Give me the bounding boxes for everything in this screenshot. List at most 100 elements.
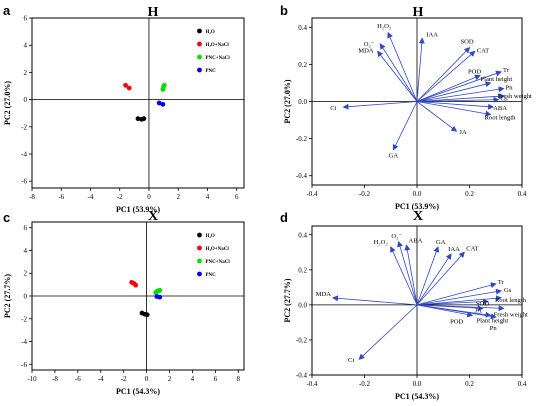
- panel-letter: d: [280, 210, 288, 225]
- panel-b: -0.4 -0.2 0.0 0.2 0.4 -0.4 -0.2 0.0 0.2 0.4 PC1 (5…: [280, 3, 532, 211]
- x-tick-label: -0.2: [359, 190, 371, 198]
- vector-label: Tr: [498, 279, 505, 286]
- data-point: [135, 116, 141, 122]
- vector-label: Gs: [504, 287, 512, 294]
- data-point: [156, 100, 162, 106]
- x-tick-label: 4: [206, 193, 210, 201]
- legend-marker: [197, 54, 202, 60]
- panel-letter: b: [280, 3, 288, 18]
- data-point: [123, 82, 128, 88]
- data-point: [141, 116, 147, 122]
- vector-label: O₂⁻: [391, 233, 402, 240]
- vector-label: Plant height: [481, 76, 513, 83]
- loading-vector: [416, 70, 502, 102]
- x-axis-label: PC1 (54.3%): [395, 392, 439, 401]
- data-point: [144, 312, 150, 318]
- y-tick-label: -6: [21, 361, 27, 369]
- y-tick-label: 2: [24, 69, 28, 77]
- x-tick-label: 0: [147, 193, 151, 201]
- vector-label: H₂O₂: [374, 239, 388, 246]
- loading-vector: [416, 101, 495, 110]
- vector-label: GA: [389, 153, 399, 160]
- legend-marker: [197, 232, 202, 238]
- data-point: [157, 294, 163, 300]
- loading-vector: [416, 298, 489, 306]
- vector-label: Plant height: [477, 317, 509, 324]
- legend-entry: H₂O: [205, 30, 214, 35]
- y-tick-label: 0.4: [298, 231, 307, 239]
- x-tick-label: 0.0: [413, 190, 422, 198]
- legend-marker: [197, 271, 202, 277]
- vector-label: Root length: [495, 297, 527, 304]
- panel-title: X: [148, 209, 158, 224]
- x-tick-label: 6: [235, 193, 239, 201]
- loading-vector: [416, 101, 492, 117]
- vector-label: Fresh weight: [494, 311, 528, 318]
- y-tick-label: 0.0: [298, 98, 307, 106]
- loading-vector: [416, 37, 425, 102]
- x-tick-label: 0.4: [518, 380, 527, 388]
- vector-label: JA: [475, 307, 483, 314]
- y-tick-label: 6: [24, 15, 28, 23]
- vector-label: Ci: [330, 105, 336, 112]
- y-tick-label: -0.2: [296, 336, 308, 344]
- loading-vector: [379, 43, 418, 102]
- panel-letter: a: [3, 3, 11, 18]
- x-axis-label: PC1 (53.9%): [395, 202, 439, 211]
- x-tick-label: -0.4: [306, 190, 318, 198]
- y-tick-label: 4: [24, 247, 28, 255]
- y-axis-label: PC2 (27.7%): [283, 278, 292, 322]
- y-axis-label: PC2 (27.0%): [3, 81, 12, 125]
- vector-label: IAA: [426, 31, 438, 38]
- vector-label: MDA: [316, 291, 332, 298]
- data-point: [161, 82, 167, 88]
- vector-label: CAT: [466, 245, 478, 252]
- loading-vector: [342, 101, 418, 110]
- legend-entry: PNC+NaCl: [205, 260, 230, 265]
- x-tick-label: 2: [168, 375, 172, 383]
- y-tick-label: 0.0: [298, 301, 307, 309]
- x-tick-label: 0: [145, 375, 149, 383]
- loading-vector: [397, 240, 418, 305]
- y-axis-label: PC2 (27.0%): [283, 79, 292, 123]
- panel-title: H: [413, 5, 424, 20]
- plot-frame: [31, 17, 245, 189]
- x-tick-label: 8: [237, 375, 241, 383]
- panel-c: -10 -8 -6 -4 -2 0 2 4 6 8 -6 -4 -2 0 2 4 6 PC1 (54.3%) PC2…: [3, 209, 245, 396]
- panel-title: X: [413, 209, 423, 224]
- legend-entry: PNC+NaCl: [205, 56, 230, 61]
- x-tick-label: -6: [58, 193, 64, 201]
- vector-label: H₂O₂: [377, 23, 391, 30]
- y-tick-label: 0.4: [298, 24, 307, 32]
- loading-vector: [416, 282, 497, 306]
- legend-marker: [197, 41, 202, 47]
- data-point: [126, 85, 132, 91]
- legend-marker: [197, 258, 202, 264]
- y-tick-label: -4: [21, 151, 27, 159]
- y-tick-label: 0.2: [298, 61, 307, 69]
- legend-marker: [197, 28, 202, 34]
- y-tick-label: -0.4: [296, 172, 308, 180]
- y-tick-label: 0.2: [298, 266, 307, 274]
- x-tick-label: 0.2: [465, 190, 474, 198]
- y-axis-label: PC2 (27.7%): [3, 274, 12, 318]
- loading-vector: [332, 295, 418, 306]
- x-tick-label: -8: [52, 375, 58, 383]
- loading-vector: [416, 246, 440, 306]
- vector-label: GA: [436, 239, 446, 246]
- x-tick-label: 2: [176, 193, 180, 201]
- loading-vector: [416, 46, 471, 102]
- x-tick-label: 0.0: [413, 380, 422, 388]
- y-tick-label: 0: [24, 293, 28, 301]
- y-tick-label: -0.2: [296, 135, 308, 143]
- y-tick-label: -2: [21, 123, 27, 131]
- x-axis-label: PC1 (54.3%): [116, 387, 160, 396]
- loading-vector: [416, 81, 492, 102]
- x-tick-label: 0.2: [465, 380, 474, 388]
- data-point: [157, 287, 163, 293]
- y-tick-label: -2: [21, 315, 27, 323]
- x-tick-label: -2: [117, 193, 123, 201]
- x-tick-label: -4: [88, 193, 94, 201]
- vector-label: POD: [468, 69, 481, 76]
